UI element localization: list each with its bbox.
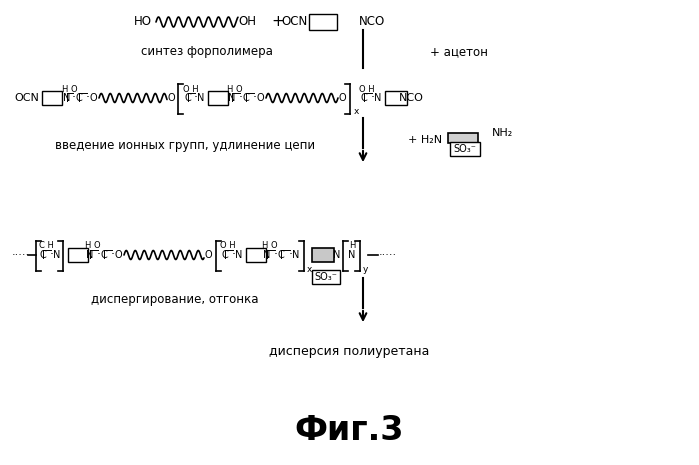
Bar <box>448 133 478 143</box>
Text: N: N <box>197 93 205 103</box>
Text: NCO: NCO <box>359 15 385 28</box>
Text: O H: O H <box>183 85 199 93</box>
Text: SO₃⁻: SO₃⁻ <box>454 144 477 154</box>
Text: x: x <box>354 107 359 117</box>
Text: введение ионных групп, удлинение цепи: введение ионных групп, удлинение цепи <box>55 139 315 152</box>
Text: N: N <box>374 93 382 103</box>
Text: O: O <box>89 93 97 103</box>
Text: H: H <box>349 241 355 251</box>
Text: ·: · <box>86 92 90 105</box>
Text: O H: O H <box>220 241 236 251</box>
Bar <box>208 91 228 105</box>
Text: диспергирование, отгонка: диспергирование, отгонка <box>92 293 259 306</box>
Text: ·: · <box>194 92 198 105</box>
Text: ·····: ····· <box>12 250 30 260</box>
Text: N: N <box>348 250 356 260</box>
Text: O: O <box>167 93 175 103</box>
Text: N: N <box>64 93 71 103</box>
Text: C: C <box>185 93 192 103</box>
Text: дисперсия полиуретана: дисперсия полиуретана <box>269 345 429 359</box>
Text: синтез форполимера: синтез форполимера <box>141 46 273 59</box>
Text: C: C <box>101 250 108 260</box>
Text: N: N <box>264 250 271 260</box>
Text: H O: H O <box>85 241 101 251</box>
Text: Фиг.3: Фиг.3 <box>294 413 404 446</box>
Text: x: x <box>307 265 312 273</box>
Text: ·····: ····· <box>379 250 397 260</box>
Bar <box>312 248 334 262</box>
Text: O: O <box>338 93 346 103</box>
Text: C: C <box>361 93 368 103</box>
Text: SO₃⁻: SO₃⁻ <box>315 272 338 282</box>
Text: N: N <box>333 250 340 260</box>
Text: ·: · <box>97 248 101 261</box>
Text: O: O <box>114 250 122 260</box>
Text: H O: H O <box>262 241 278 251</box>
Text: N: N <box>53 250 61 260</box>
Bar <box>309 14 337 30</box>
Text: O: O <box>257 93 264 103</box>
Text: OCN: OCN <box>282 15 308 28</box>
Text: C: C <box>278 250 284 260</box>
Text: H O: H O <box>62 85 78 93</box>
Bar <box>450 142 480 156</box>
Text: H O: H O <box>227 85 243 93</box>
Text: NCO: NCO <box>398 93 424 103</box>
Text: ·: · <box>72 92 76 105</box>
Bar <box>312 270 340 284</box>
Text: N: N <box>236 250 243 260</box>
Text: O: O <box>204 250 212 260</box>
Text: N: N <box>292 250 300 260</box>
Text: ·: · <box>50 248 54 261</box>
Text: ·: · <box>371 92 375 105</box>
Text: NH₂: NH₂ <box>492 128 513 138</box>
Text: ·: · <box>239 92 243 105</box>
Bar <box>246 248 266 262</box>
Text: N: N <box>229 93 236 103</box>
Text: ·: · <box>253 92 257 105</box>
Bar <box>68 248 88 262</box>
Text: + H₂N: + H₂N <box>408 135 442 145</box>
Text: O H: O H <box>359 85 375 93</box>
Text: OH: OH <box>238 15 256 28</box>
Text: C: C <box>75 93 82 103</box>
Text: +: + <box>272 14 284 29</box>
Text: C: C <box>222 250 229 260</box>
Text: C: C <box>40 250 46 260</box>
Text: OCN: OCN <box>14 93 39 103</box>
Text: ·: · <box>232 248 236 261</box>
Text: ·: · <box>289 248 293 261</box>
Text: HO: HO <box>134 15 152 28</box>
Text: N: N <box>86 250 94 260</box>
Text: y: y <box>363 265 368 273</box>
Text: ·: · <box>111 248 115 261</box>
Text: C H: C H <box>38 241 53 251</box>
Bar <box>385 91 407 105</box>
Text: ·: · <box>274 248 278 261</box>
Text: C: C <box>243 93 250 103</box>
Text: + ацетон: + ацетон <box>430 46 488 59</box>
Bar <box>42 91 62 105</box>
